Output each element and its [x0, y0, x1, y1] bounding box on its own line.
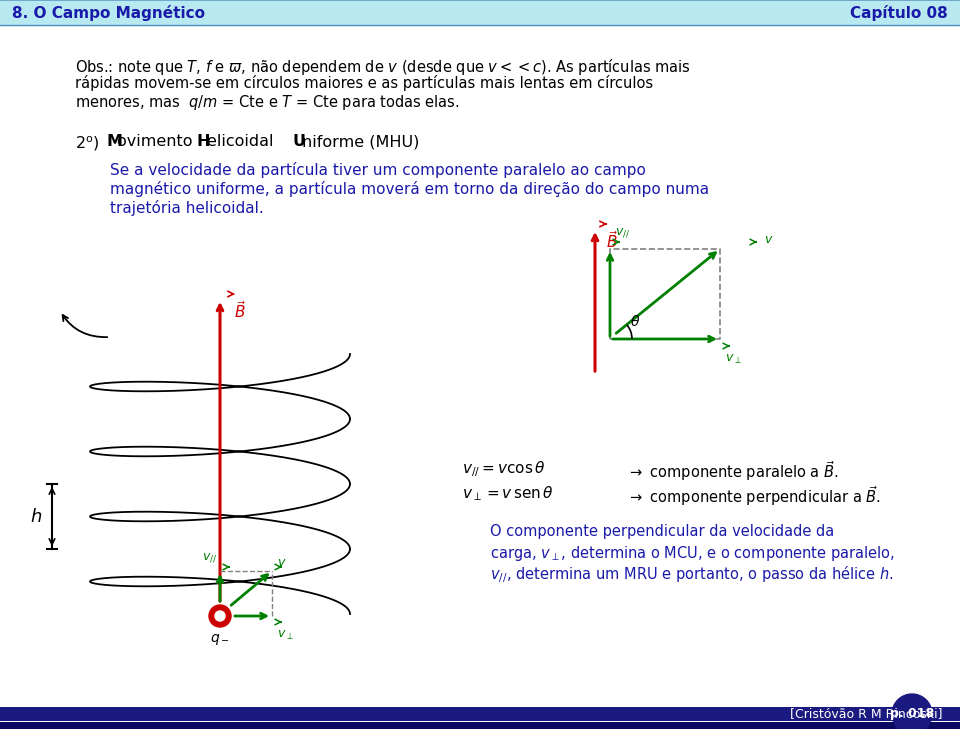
Text: $v_{//}$: $v_{//}$	[202, 551, 217, 564]
Circle shape	[215, 611, 225, 621]
Text: Se a velocidade da partícula tiver um componente paralelo ao campo: Se a velocidade da partícula tiver um co…	[110, 162, 646, 178]
Text: 2$^{\rm o}$): 2$^{\rm o}$)	[75, 134, 101, 152]
Text: $\vec{B}$: $\vec{B}$	[606, 230, 618, 251]
Text: $\theta$: $\theta$	[630, 314, 640, 329]
Bar	[0, 0, 960, 25]
Text: M: M	[106, 134, 122, 149]
Text: $v_\perp = v\,\mathrm{sen}\,\theta$: $v_\perp = v\,\mathrm{sen}\,\theta$	[462, 484, 554, 503]
Text: O componente perpendicular da velocidade da: O componente perpendicular da velocidade…	[490, 524, 834, 539]
Text: H: H	[196, 134, 209, 149]
Text: Capítulo 08: Capítulo 08	[851, 4, 948, 20]
Text: 8. O Campo Magnético: 8. O Campo Magnético	[12, 4, 205, 20]
Bar	[0, 722, 960, 729]
Text: $v_\perp$: $v_\perp$	[277, 629, 294, 642]
Text: $v$: $v$	[764, 233, 774, 246]
Bar	[0, 707, 960, 721]
Text: $v_{//} = v\cos\theta$: $v_{//} = v\cos\theta$	[462, 459, 545, 479]
Circle shape	[209, 605, 231, 627]
Text: $\rightarrow$ componente paralelo a $\vec{B}$.: $\rightarrow$ componente paralelo a $\ve…	[627, 459, 839, 483]
Text: $q_-$: $q_-$	[210, 632, 229, 647]
Text: ovimento: ovimento	[117, 134, 198, 149]
Text: $v_{//}$: $v_{//}$	[615, 226, 631, 239]
Text: $\rightarrow$ componente perpendicular a $\vec{B}$.: $\rightarrow$ componente perpendicular a…	[627, 484, 881, 508]
Text: p. 018: p. 018	[890, 708, 934, 720]
Text: rápidas movem-se em círculos maiores e as partículas mais lentas em círculos: rápidas movem-se em círculos maiores e a…	[75, 75, 653, 91]
Text: magnético uniforme, a partícula moverá em torno da direção do campo numa: magnético uniforme, a partícula moverá e…	[110, 181, 709, 197]
Text: [Cristóvão R M Rincoski]: [Cristóvão R M Rincoski]	[790, 708, 943, 720]
Text: elicoidal: elicoidal	[207, 134, 278, 149]
Text: $v_{//}$, determina um MRU e portanto, o passo da hélice $h$.: $v_{//}$, determina um MRU e portanto, o…	[490, 564, 894, 585]
Text: niforme (MHU): niforme (MHU)	[302, 134, 420, 149]
Text: Obs.: note que $T$, $f$ e $\varpi$, não dependem de $v$ (desde que $v << c$). As: Obs.: note que $T$, $f$ e $\varpi$, não …	[75, 57, 691, 77]
Text: U: U	[292, 134, 305, 149]
Text: $v$: $v$	[277, 556, 286, 569]
Text: menores, mas  $q/m$ = Cte e $T$ = Cte para todas elas.: menores, mas $q/m$ = Cte e $T$ = Cte par…	[75, 93, 460, 112]
Text: $\vec{B}$: $\vec{B}$	[234, 300, 247, 321]
Text: carga, $v_\perp$, determina o MCU, e o componente paralelo,: carga, $v_\perp$, determina o MCU, e o c…	[490, 544, 895, 563]
Text: $h$: $h$	[30, 507, 42, 526]
Circle shape	[892, 694, 932, 729]
Text: trajetória helicoidal.: trajetória helicoidal.	[110, 200, 264, 216]
Text: $v_\perp$: $v_\perp$	[725, 353, 742, 366]
